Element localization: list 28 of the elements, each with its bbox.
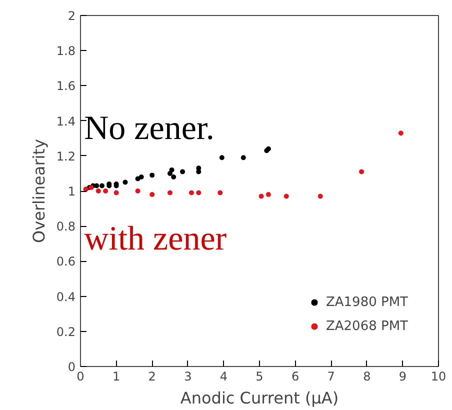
legend-label: ZA2068 PMT (326, 318, 408, 334)
x-tick-label: 3 (184, 370, 192, 384)
x-tick-label: 9 (398, 370, 407, 384)
annotation: with zener (84, 220, 228, 258)
x-tick-label: 10 (430, 370, 446, 384)
y-axis-title: Overlinearity (29, 139, 48, 243)
x-tick-label: 6 (291, 370, 300, 384)
y-tick-label: 1.2 (56, 149, 76, 164)
x-axis-title: Anodic Current (μA) (180, 388, 339, 408)
y-tick-label: 2 (68, 9, 76, 23)
y-tick-label: 1.8 (56, 44, 76, 58)
x-tick-label: 8 (363, 370, 371, 384)
x-tick-label: 5 (256, 370, 264, 384)
y-tick-label: 1.6 (56, 79, 76, 94)
annotation: No zener. (84, 110, 214, 148)
y-tick-label: 1 (68, 184, 76, 198)
legend-label: ZA1980 PMT (326, 294, 408, 310)
y-tick-label: 0.8 (56, 220, 76, 234)
y-tick-label: 0.6 (56, 254, 76, 269)
y-tick-label: 1.4 (56, 114, 76, 128)
y-tick-label: 0.4 (56, 290, 76, 304)
x-tick-label: 4 (220, 370, 228, 384)
x-tick-label: 0 (76, 370, 84, 384)
y-tick-label: 0 (68, 360, 76, 374)
x-tick-label: 7 (327, 370, 335, 384)
x-tick-label: 1 (112, 370, 120, 384)
y-tick-label: 0.2 (56, 324, 76, 339)
x-tick-label: 2 (148, 370, 156, 384)
